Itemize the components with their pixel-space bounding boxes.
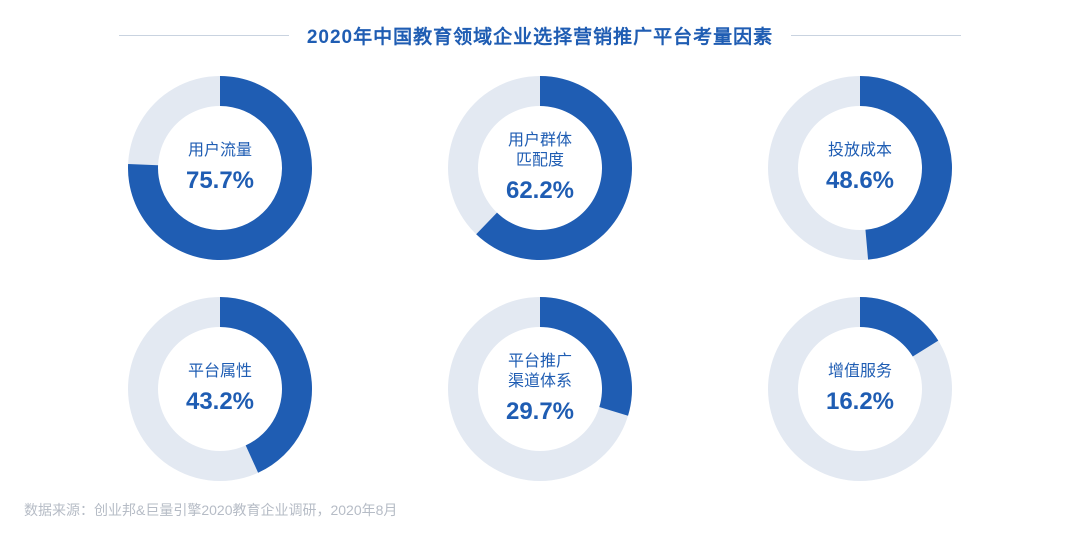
donut-2: 投放成本 48.6% bbox=[730, 67, 990, 268]
donut-svg-1 bbox=[448, 76, 632, 260]
donut-1: 用户群体 匹配度 62.2% bbox=[410, 67, 670, 268]
donut-5: 增值服务 16.2% bbox=[730, 288, 990, 489]
donut-0: 用户流量 75.7% bbox=[90, 67, 350, 268]
title-line-right bbox=[791, 35, 961, 36]
donut-4: 平台推广 渠道体系 29.7% bbox=[410, 288, 670, 489]
donut-svg-5 bbox=[768, 297, 952, 481]
title-line-left bbox=[119, 35, 289, 36]
donut-3: 平台属性 43.2% bbox=[90, 288, 350, 489]
donut-svg-2 bbox=[768, 76, 952, 260]
data-source: 数据来源：创业邦&巨量引擎2020教育企业调研，2020年8月 bbox=[24, 500, 397, 520]
donut-svg-4 bbox=[448, 297, 632, 481]
title-row: 2020年中国教育领域企业选择营销推广平台考量因素 bbox=[0, 0, 1080, 49]
donut-grid: 用户流量 75.7% 用户群体 匹配度 62.2% 投放成本 48.6% 平台属… bbox=[0, 49, 1080, 489]
donut-svg-3 bbox=[128, 297, 312, 481]
donut-svg-0 bbox=[128, 76, 312, 260]
chart-title: 2020年中国教育领域企业选择营销推广平台考量因素 bbox=[307, 22, 773, 49]
